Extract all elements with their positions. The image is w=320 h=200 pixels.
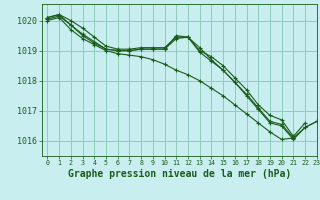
X-axis label: Graphe pression niveau de la mer (hPa): Graphe pression niveau de la mer (hPa) <box>68 169 291 179</box>
